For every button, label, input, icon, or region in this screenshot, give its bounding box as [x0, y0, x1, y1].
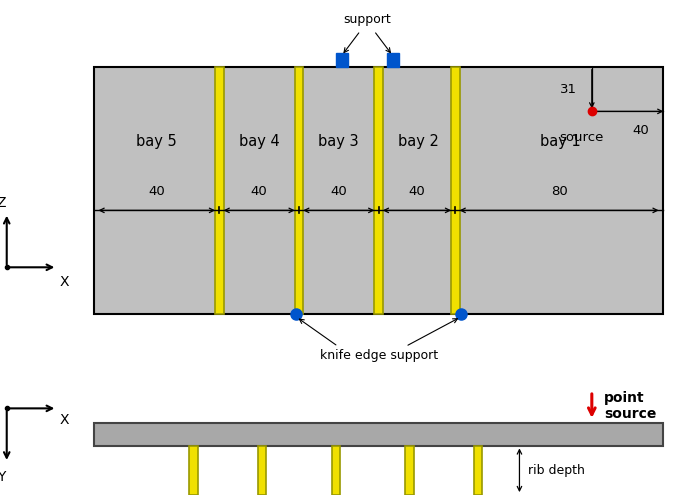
Text: 80: 80 — [551, 185, 567, 198]
Bar — [295, 67, 304, 314]
Text: knife edge support: knife edge support — [320, 349, 437, 362]
Text: Z: Z — [0, 197, 6, 210]
Text: 40: 40 — [149, 185, 165, 198]
Bar — [336, 53, 348, 67]
Bar — [94, 423, 663, 446]
Text: bay 1: bay 1 — [540, 134, 581, 148]
Text: rib depth: rib depth — [528, 464, 585, 477]
Text: 40: 40 — [251, 185, 267, 198]
Bar — [387, 53, 399, 67]
Bar — [374, 67, 383, 314]
Text: point
source: point source — [604, 391, 656, 421]
Text: bay 5: bay 5 — [137, 134, 177, 148]
Text: support: support — [343, 13, 391, 26]
Bar — [451, 67, 460, 314]
Text: X: X — [59, 275, 69, 289]
Text: 31: 31 — [560, 83, 577, 96]
Bar — [189, 446, 198, 495]
Bar — [405, 446, 414, 495]
Bar — [258, 446, 267, 495]
Text: source: source — [559, 131, 604, 144]
Bar — [94, 67, 663, 314]
Text: 40: 40 — [633, 124, 649, 137]
Text: 40: 40 — [330, 185, 347, 198]
Text: bay 4: bay 4 — [239, 134, 279, 148]
Bar — [332, 446, 341, 495]
Text: bay 3: bay 3 — [318, 134, 359, 148]
Text: X: X — [59, 413, 69, 427]
Text: Y: Y — [0, 470, 5, 484]
Bar — [215, 67, 223, 314]
Bar — [474, 446, 483, 495]
Text: 40: 40 — [409, 185, 425, 198]
Text: bay 2: bay 2 — [398, 134, 439, 148]
